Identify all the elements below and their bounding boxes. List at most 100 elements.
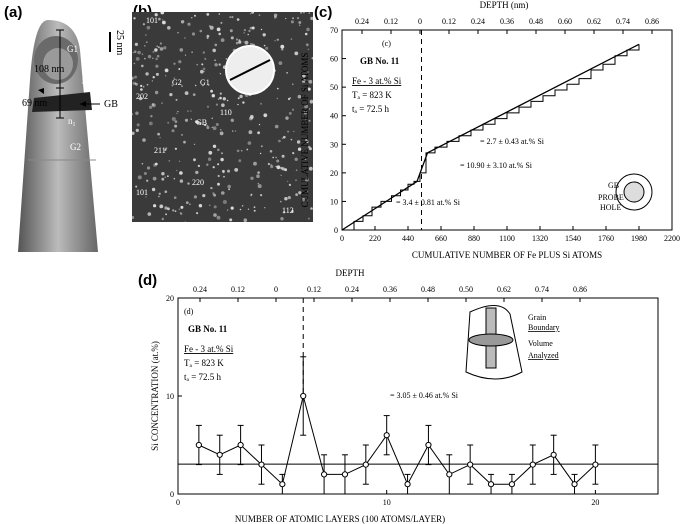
fim-dot (283, 135, 286, 139)
fim-dot (269, 150, 273, 153)
fim-dot (257, 131, 260, 135)
fim-dot (238, 39, 241, 42)
fim-dot (214, 43, 218, 47)
fim-dot (264, 207, 266, 209)
fim-label-gb: GB (196, 118, 208, 127)
fim-dot (213, 213, 217, 217)
fim-dot (221, 103, 225, 107)
fim-dot (308, 119, 311, 122)
fim-dot (304, 177, 309, 182)
fim-dot (222, 200, 227, 204)
c-top-tick-label: 0.36 (500, 17, 514, 26)
d-data-point (258, 461, 265, 468)
fim-dot (237, 103, 239, 106)
panel-c-ann-gb: = 10.90 ± 3.10 at.% Si (460, 161, 533, 170)
c-top-tick-label: 0.74 (616, 17, 630, 26)
fim-dot (307, 71, 309, 73)
d-top-tick-label: 0.12 (307, 285, 321, 294)
panel-d-inset-boundary: Boundary (528, 323, 560, 332)
fim-dot (222, 97, 226, 101)
panel-d-xlabel: NUMBER OF ATOMIC LAYERS (100 ATOMS/LAYER… (235, 514, 445, 524)
fim-dot (302, 79, 306, 83)
fim-dot (159, 42, 162, 45)
fim-dot (185, 201, 189, 205)
fim-dot (209, 25, 214, 30)
fim-dot (211, 94, 215, 98)
fim-dot (276, 38, 279, 41)
fim-dot (278, 61, 283, 65)
fim-dot (262, 33, 266, 37)
fim-dot (206, 34, 210, 38)
panel-d-alloy: Fe - 3 at.% Si (184, 344, 234, 354)
fim-dot (221, 152, 223, 155)
fim-dot (178, 208, 181, 211)
c-top-tick-label: 0.12 (442, 17, 456, 26)
fim-dot (216, 215, 221, 220)
fim-dot (173, 62, 176, 65)
c-y-tick-label: 40 (330, 112, 338, 121)
d-top-tick-label: 0.74 (535, 285, 549, 294)
fim-dot (198, 204, 203, 208)
d-data-point (383, 432, 390, 439)
fim-dot (260, 102, 263, 105)
fim-dot (243, 28, 247, 32)
c-x-tick-label: 0 (340, 234, 344, 243)
panel-a-n1: n₁ (68, 116, 76, 126)
fim-dot (217, 174, 220, 178)
fim-dot (247, 208, 250, 210)
fim-dot (168, 159, 171, 162)
fim-dot (293, 130, 295, 133)
d-x-tick-label: 20 (591, 498, 599, 507)
fim-dot (151, 80, 154, 82)
fim-dot (179, 179, 184, 183)
fim-dot (198, 121, 202, 125)
fim-dot (284, 197, 288, 201)
fim-dot (134, 42, 138, 46)
fim-label-101: 101 (146, 16, 158, 25)
panel-c-xlabel: CUMULATIVE NUMBER OF Fe PLUS Si ATOMS (412, 250, 602, 260)
fim-dot (218, 63, 221, 66)
d-data-point (550, 451, 557, 458)
fim-label-202: 202 (136, 92, 148, 101)
fim-dot (247, 33, 249, 36)
fim-dot (154, 13, 158, 17)
fim-label-g2: G2 (172, 78, 182, 87)
fim-dot (141, 53, 144, 55)
fim-dot (304, 158, 307, 160)
fim-dot (190, 118, 192, 120)
fim-dot (219, 73, 222, 75)
d-x-tick-label: 0 (176, 498, 180, 507)
panel-c-time: tₐ = 72.5 h (352, 104, 390, 114)
fim-dot (130, 76, 134, 80)
fim-dot (238, 40, 242, 44)
fim-dot (302, 11, 305, 14)
fim-dot (253, 161, 257, 166)
fim-dot (146, 83, 149, 86)
panel-d-letter: (d) (138, 272, 158, 289)
fim-dot (139, 97, 143, 101)
fim-dot (219, 92, 222, 95)
fim-dot (173, 177, 176, 180)
fim-dot (221, 191, 225, 195)
d-data-point (216, 451, 223, 458)
c-y-tick-label: 70 (330, 26, 338, 35)
fim-dot (184, 91, 189, 95)
fim-dot (288, 112, 292, 115)
c-x-tick-label: 440 (402, 234, 414, 243)
fim-dot (308, 12, 310, 14)
fim-dot (218, 32, 221, 36)
fim-dot (249, 13, 252, 15)
c-x-tick-label: 220 (369, 234, 381, 243)
fim-dot (195, 84, 197, 87)
fim-dot (236, 18, 240, 21)
d-data-point (404, 481, 411, 488)
c-top-tick-label: 0.60 (558, 17, 572, 26)
fim-dot (307, 48, 310, 51)
fim-label-101b: 101 (136, 188, 148, 197)
d-data-point (529, 461, 536, 468)
fim-dot (135, 57, 140, 61)
c-top-tick-label: 0.62 (587, 17, 601, 26)
fim-dot (159, 47, 164, 51)
fim-dot (242, 101, 245, 104)
fim-dot (167, 26, 171, 30)
